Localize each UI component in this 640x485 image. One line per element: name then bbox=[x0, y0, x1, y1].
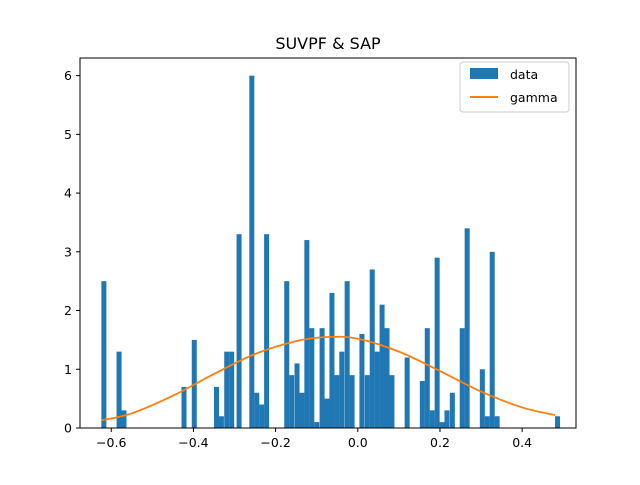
histogram-bar bbox=[419, 381, 425, 428]
y-tick-label: 2 bbox=[64, 303, 72, 318]
histogram-bar bbox=[304, 240, 310, 428]
histogram-bar bbox=[349, 375, 355, 428]
histogram-bar bbox=[249, 75, 255, 429]
legend: data gamma bbox=[459, 61, 570, 113]
histogram-bar bbox=[459, 328, 465, 428]
histogram-bar bbox=[334, 375, 340, 428]
histogram-bar bbox=[319, 328, 325, 428]
histogram-bar bbox=[434, 257, 440, 428]
axes-frame bbox=[79, 57, 577, 429]
histogram-bar bbox=[359, 334, 365, 428]
histogram-bar bbox=[299, 392, 305, 428]
histogram-bar bbox=[329, 292, 335, 428]
legend-label-data: data bbox=[510, 67, 538, 82]
chart-title: SUVPF & SAP bbox=[275, 34, 381, 53]
histogram-bar bbox=[121, 410, 127, 428]
histogram-bar bbox=[181, 386, 187, 428]
histogram-bar bbox=[439, 422, 445, 428]
histogram-bar bbox=[429, 410, 435, 428]
histogram-bar bbox=[389, 375, 395, 428]
histogram-bar bbox=[364, 375, 370, 428]
histogram-bar bbox=[213, 386, 219, 428]
histogram-bar bbox=[555, 416, 561, 428]
histogram-bar bbox=[404, 357, 410, 428]
histogram-bar bbox=[314, 422, 320, 428]
axes: −0.6 −0.4 −0.2 0.0 0.2 0.4 0 1 2 3 4 5 6 bbox=[64, 57, 577, 450]
histogram-bar bbox=[344, 281, 350, 428]
histogram-bar bbox=[324, 398, 330, 428]
y-tick-label: 6 bbox=[64, 68, 72, 83]
y-tick-label: 1 bbox=[64, 362, 72, 377]
histogram-bar bbox=[484, 416, 490, 428]
histogram-bar bbox=[449, 392, 455, 428]
histogram-bar bbox=[444, 410, 450, 428]
histogram-bar bbox=[259, 404, 265, 428]
histogram-bar bbox=[309, 328, 315, 428]
legend-data-swatch bbox=[470, 68, 498, 79]
histogram-bar bbox=[236, 234, 242, 428]
histogram-bar bbox=[369, 269, 375, 428]
histogram-bar bbox=[224, 351, 230, 428]
x-tick-label: −0.4 bbox=[178, 435, 208, 450]
x-tick-label: −0.6 bbox=[96, 435, 126, 450]
histogram-bar bbox=[374, 351, 380, 428]
histogram-bar bbox=[494, 416, 500, 428]
histogram-bar bbox=[229, 351, 235, 428]
histogram-bar bbox=[464, 228, 470, 428]
x-tick-label: 0.4 bbox=[512, 435, 532, 450]
histogram-bar bbox=[284, 281, 290, 428]
histogram-bar bbox=[479, 369, 485, 428]
y-tick-label: 5 bbox=[64, 127, 72, 142]
histogram-bar bbox=[264, 234, 270, 428]
x-tick-label: 0.2 bbox=[430, 435, 450, 450]
x-tick-label: 0.0 bbox=[348, 435, 368, 450]
histogram-bar bbox=[339, 351, 345, 428]
gamma-curve-line bbox=[101, 335, 556, 422]
histogram-bar bbox=[294, 363, 300, 428]
histogram-bar bbox=[379, 304, 385, 428]
gamma-curve-group bbox=[101, 335, 556, 422]
histogram-bar bbox=[424, 328, 430, 428]
legend-label-gamma: gamma bbox=[510, 90, 558, 105]
x-tick-label: −0.2 bbox=[260, 435, 290, 450]
histogram-bar bbox=[489, 251, 495, 428]
histogram-bar bbox=[101, 281, 107, 428]
histogram-bars bbox=[101, 75, 561, 429]
histogram-bar bbox=[289, 375, 295, 428]
histogram-bar bbox=[116, 351, 122, 428]
histogram-bar bbox=[254, 392, 260, 428]
histogram-bar bbox=[218, 416, 224, 428]
y-tick-label: 4 bbox=[64, 186, 72, 201]
y-tick-label: 0 bbox=[64, 421, 72, 436]
y-tick-label: 3 bbox=[64, 244, 72, 259]
histogram-bar bbox=[384, 328, 390, 428]
